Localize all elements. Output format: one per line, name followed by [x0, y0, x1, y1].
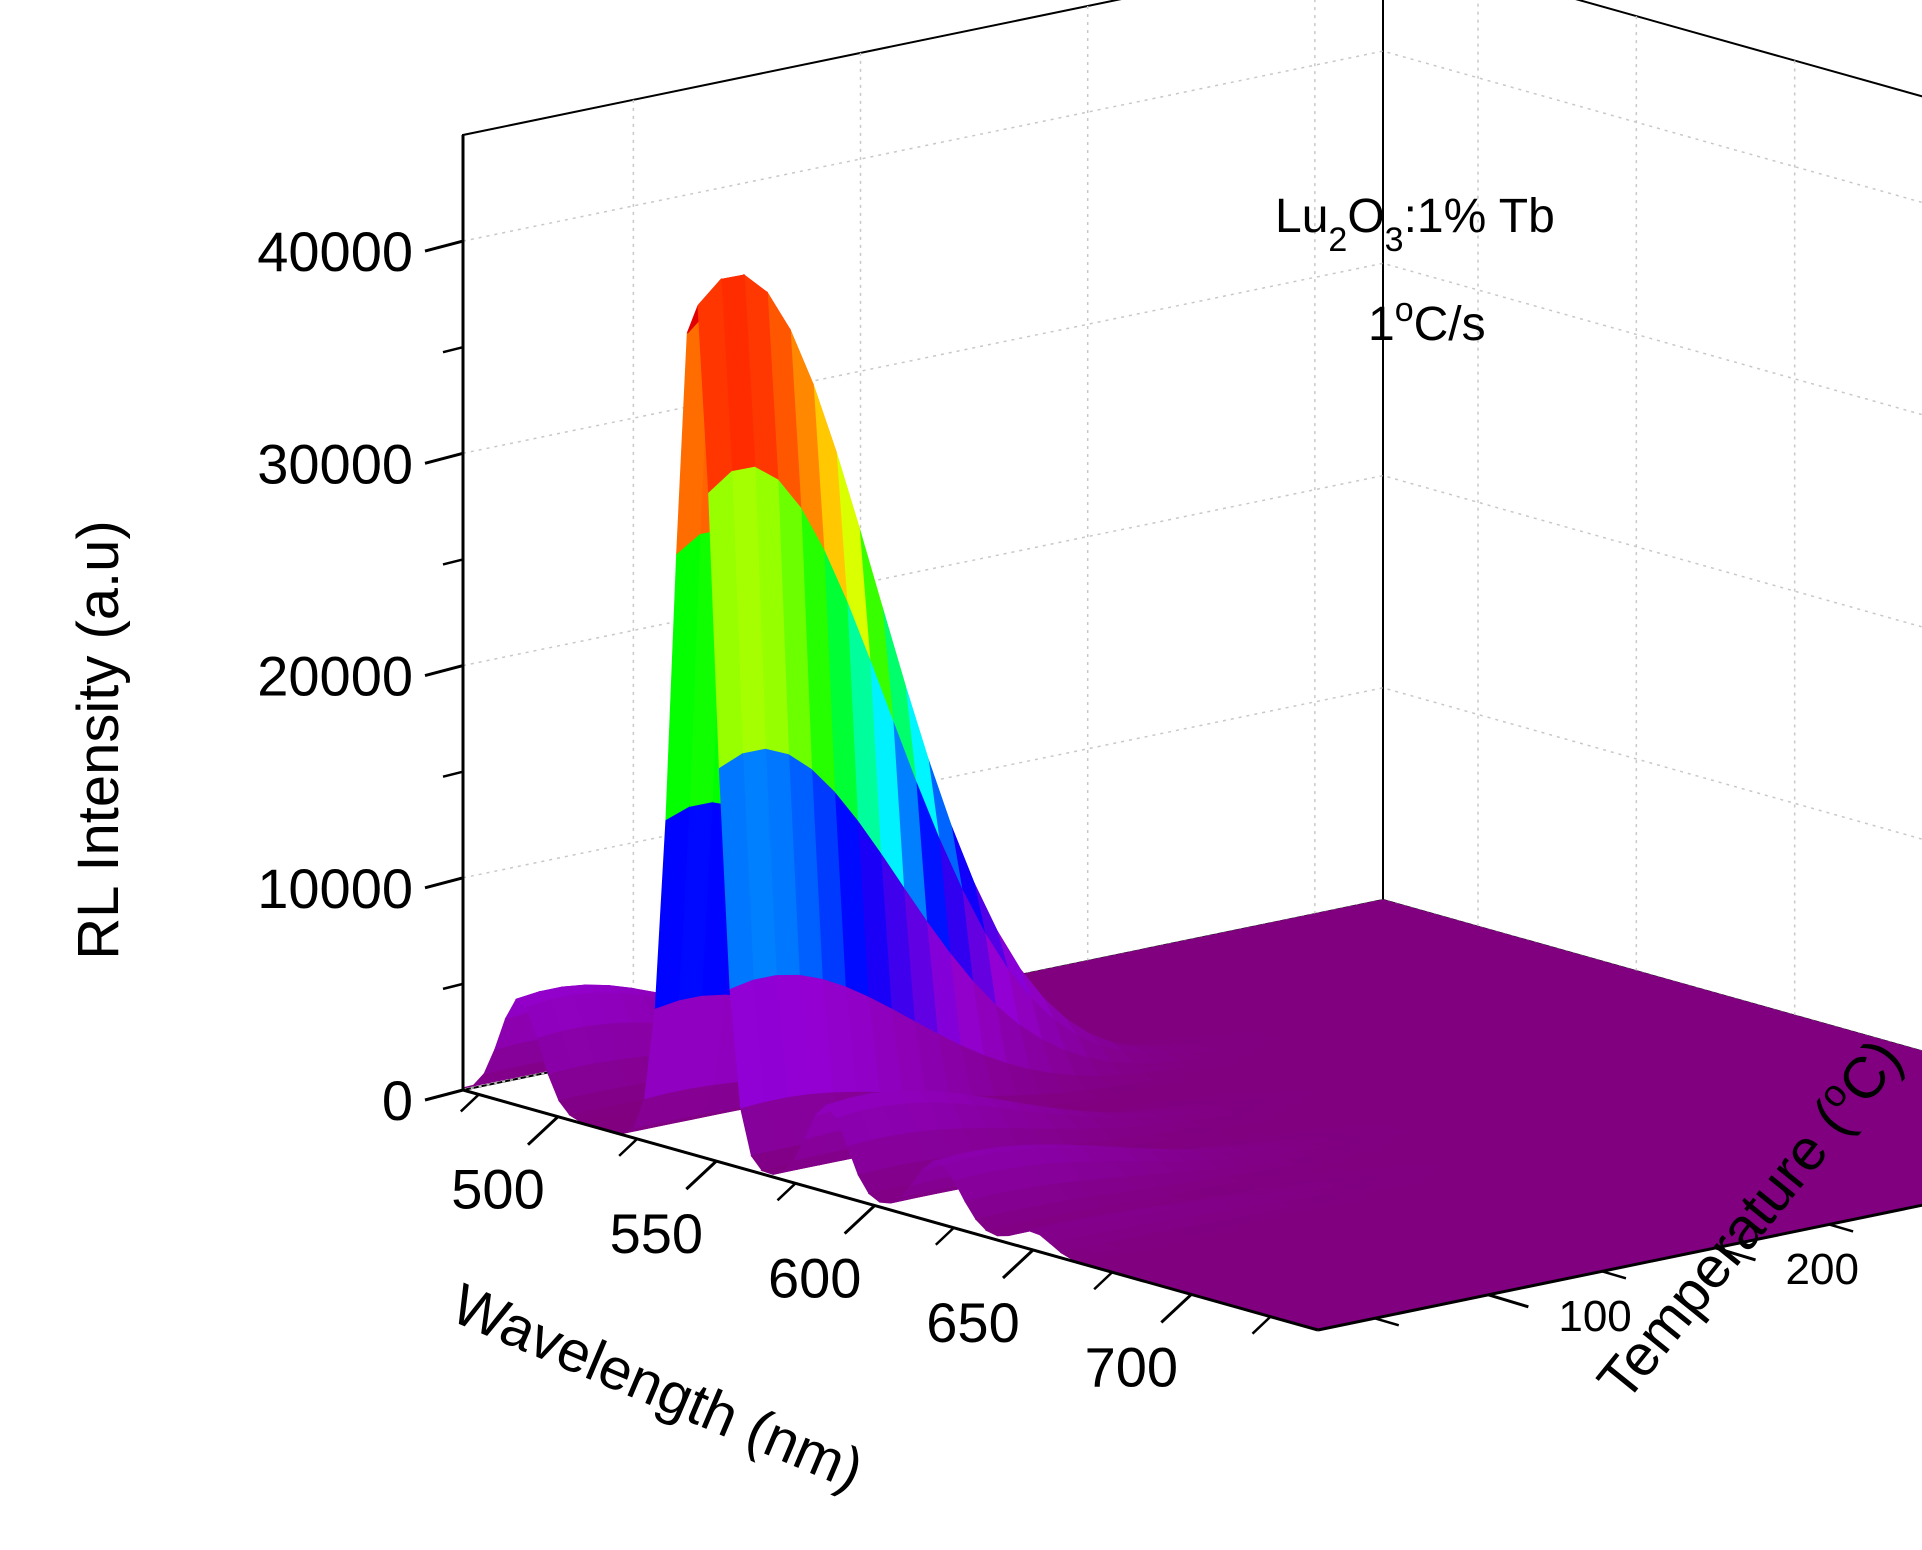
- y-minor-tick: [443, 772, 463, 777]
- y-tick-label: 40000: [257, 220, 413, 283]
- y-tick: [425, 878, 463, 888]
- y-minor-tick: [443, 559, 463, 564]
- x-minor-tick: [461, 1094, 479, 1111]
- x-tick: [686, 1161, 716, 1189]
- x-minor-tick: [1253, 1317, 1271, 1334]
- z-minor-tick: [1829, 1224, 1853, 1231]
- y-tick: [425, 666, 463, 676]
- y-tick-label: 0: [382, 1069, 413, 1132]
- x-tick-label: 650: [926, 1291, 1019, 1354]
- y-tick: [425, 1090, 463, 1100]
- x-minor-tick: [936, 1228, 954, 1245]
- x-tick-label: 700: [1085, 1335, 1178, 1398]
- y-axis-title: RL Intensity (a.u): [66, 520, 131, 959]
- y-tick-label: 10000: [257, 857, 413, 920]
- z-tick: [1488, 1295, 1528, 1307]
- y-tick: [425, 241, 463, 251]
- z-tick-label: 200: [1786, 1245, 1859, 1294]
- x-minor-tick: [778, 1183, 796, 1200]
- y-minor-tick: [443, 984, 463, 989]
- y-tick: [425, 453, 463, 463]
- x-tick-label: 600: [768, 1247, 861, 1310]
- x-minor-tick: [619, 1139, 637, 1156]
- z-minor-tick: [1375, 1318, 1399, 1325]
- x-tick-label: 500: [451, 1158, 544, 1221]
- x-tick: [528, 1117, 558, 1145]
- y-minor-tick: [443, 347, 463, 352]
- x-minor-tick: [1094, 1272, 1112, 1289]
- x-tick-label: 550: [610, 1202, 703, 1265]
- annotation-rate: 1oC/s: [1368, 291, 1486, 351]
- y-tick-label: 20000: [257, 645, 413, 708]
- z-minor-tick: [1602, 1271, 1626, 1278]
- x-tick: [1003, 1250, 1033, 1278]
- x-tick: [1161, 1294, 1191, 1322]
- x-tick: [845, 1206, 875, 1234]
- y-tick-label: 30000: [257, 432, 413, 495]
